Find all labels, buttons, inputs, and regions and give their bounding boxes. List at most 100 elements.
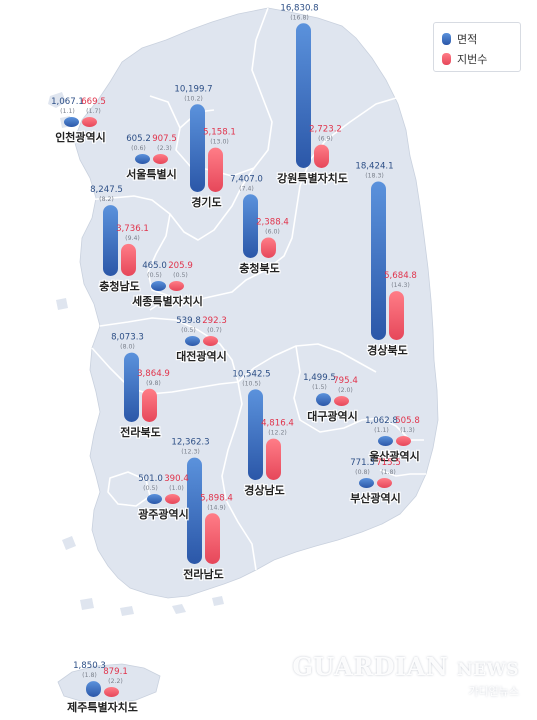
pct-lots-11: (12.2) — [268, 430, 287, 437]
value-lots-5: 5,684.8 — [384, 271, 417, 281]
pct-lots-6: (9.4) — [125, 235, 140, 242]
value-area-0: 1,067.1 — [51, 97, 84, 107]
region-label-6: 충청남도 — [99, 279, 139, 293]
bar-area-3 — [296, 23, 311, 168]
bar-lots-15 — [377, 478, 392, 488]
value-area-15: 771.3 — [350, 458, 375, 468]
value-lots-4: 2,388.4 — [256, 217, 289, 227]
pct-area-11: (10.5) — [242, 380, 261, 387]
region-label-8: 대전광역시 — [176, 349, 227, 363]
pct-area-2: (10.2) — [184, 95, 203, 102]
region-label-11: 경상남도 — [244, 483, 284, 497]
pct-lots-13: (1.0) — [169, 485, 184, 492]
value-area-11: 10,542.5 — [232, 369, 270, 379]
bar-lots-10 — [334, 396, 349, 406]
value-area-5: 18,424.1 — [355, 162, 393, 172]
bar-lots-1 — [153, 154, 168, 164]
bar-area-15 — [359, 478, 374, 488]
bar-area-9 — [124, 352, 139, 422]
value-area-12: 1,062.8 — [365, 416, 398, 426]
value-area-16: 1,850.3 — [73, 661, 106, 671]
pct-area-0: (1.1) — [60, 108, 75, 115]
value-lots-2: 5,158.1 — [203, 128, 236, 138]
pct-area-6: (8.2) — [99, 196, 114, 203]
province-boundaries — [83, 7, 426, 571]
region-label-3: 강원특별자치도 — [277, 171, 348, 185]
chart-labels: 1,067.1(1.1)669.5(1.7)인천광역시 605.2(0.6)907… — [51, 3, 421, 715]
watermark: GUARDIAN NEWS 가디언뉴스 — [292, 652, 519, 699]
value-area-6: 8,247.5 — [90, 185, 123, 195]
bar-lots-7 — [169, 281, 184, 291]
island — [48, 92, 66, 108]
bar-lots-0 — [82, 117, 97, 127]
pct-lots-15: (1.8) — [381, 469, 396, 476]
bar-area-11 — [248, 389, 263, 480]
island — [80, 598, 94, 610]
pct-area-15: (0.8) — [355, 469, 370, 476]
bar-area-12 — [378, 436, 393, 446]
bar-lots-3 — [314, 144, 329, 168]
region-label-5: 경상북도 — [367, 343, 407, 357]
pct-lots-1: (2.3) — [157, 145, 172, 152]
bar-area-16 — [86, 681, 101, 697]
value-area-4: 7,407.0 — [230, 174, 263, 184]
value-lots-3: 2,723.2 — [309, 125, 342, 135]
bar-area-2 — [190, 104, 205, 192]
pct-lots-2: (13.0) — [210, 139, 229, 146]
region-label-12: 울산광역시 — [369, 449, 420, 463]
region-label-2: 경기도 — [191, 195, 221, 209]
bar-lots-13 — [165, 494, 180, 504]
value-lots-10: 795.4 — [333, 376, 358, 386]
pct-area-13: (0.5) — [143, 485, 158, 492]
bar-lots-5 — [389, 291, 404, 340]
pct-area-7: (0.5) — [147, 272, 162, 279]
pct-lots-0: (1.7) — [86, 108, 101, 115]
bar-lots-14 — [205, 513, 220, 564]
bar-area-1 — [135, 154, 150, 164]
pct-area-12: (1.1) — [374, 427, 389, 434]
pct-lots-7: (0.5) — [173, 272, 188, 279]
pct-lots-16: (2.2) — [108, 678, 123, 685]
bar-area-8 — [185, 336, 200, 346]
bar-lots-12 — [396, 436, 411, 446]
pct-lots-8: (0.7) — [207, 327, 222, 334]
value-area-10: 1,499.5 — [303, 373, 336, 383]
region-label-7: 세종특별자치시 — [132, 294, 203, 308]
bar-area-10 — [316, 393, 331, 406]
pct-area-10: (1.5) — [312, 384, 327, 391]
jeju-shape — [57, 663, 161, 705]
region-label-13: 광주광역시 — [138, 507, 189, 521]
value-lots-15: 715.5 — [376, 458, 401, 468]
pct-lots-12: (1.3) — [400, 427, 415, 434]
bar-lots-6 — [121, 243, 136, 276]
value-area-13: 501.0 — [138, 474, 163, 484]
legend-item-lots: 지번수 — [442, 51, 487, 67]
island — [56, 298, 68, 310]
region-label-15: 부산광역시 — [350, 491, 401, 505]
value-area-8: 539.8 — [176, 316, 201, 326]
value-area-1: 605.2 — [126, 134, 151, 144]
value-area-7: 465.0 — [142, 261, 167, 271]
bar-area-0 — [64, 117, 79, 127]
bar-area-13 — [147, 494, 162, 504]
value-lots-0: 669.5 — [81, 97, 106, 107]
region-label-14: 전라남도 — [183, 567, 223, 581]
legend-swatch-area — [442, 33, 451, 45]
bar-lots-9 — [142, 388, 157, 422]
pct-lots-10: (2.0) — [338, 387, 353, 394]
bar-lots-2 — [208, 147, 223, 192]
value-area-3: 16,830.8 — [280, 3, 318, 13]
bar-area-6 — [103, 205, 118, 276]
bar-area-5 — [371, 181, 386, 340]
watermark-brand: GUARDIAN NEWS — [292, 652, 519, 681]
pct-lots-5: (14.3) — [391, 282, 410, 289]
pct-lots-9: (9.8) — [146, 380, 161, 387]
value-lots-9: 3,864.9 — [137, 369, 170, 379]
bar-lots-11 — [266, 438, 281, 480]
island — [120, 606, 134, 616]
pct-area-9: (8.0) — [120, 344, 135, 351]
region-label-9: 전라북도 — [120, 425, 160, 439]
region-label-4: 충청북도 — [239, 261, 279, 275]
pct-lots-14: (14.9) — [207, 504, 226, 511]
